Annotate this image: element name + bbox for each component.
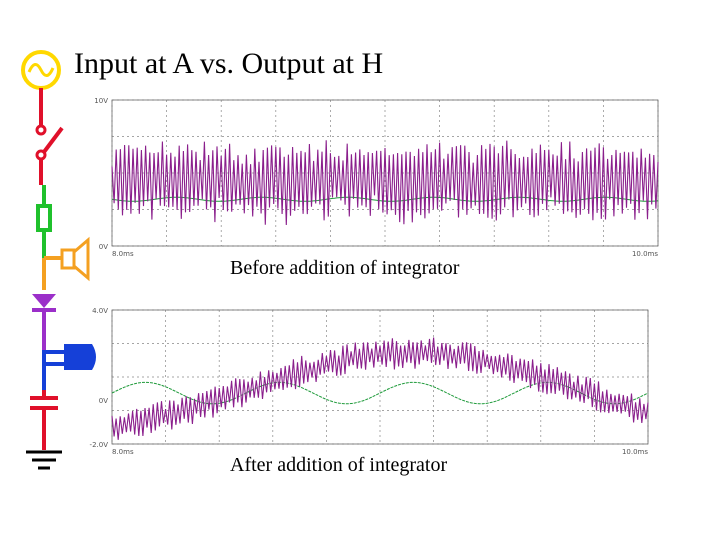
y-axis-label: 4.0V bbox=[92, 307, 108, 315]
trace-purple bbox=[111, 337, 649, 440]
speaker-body bbox=[60, 248, 76, 270]
y-axis-label: 0V bbox=[99, 243, 108, 251]
caption: After addition of integrator bbox=[230, 454, 447, 476]
diode bbox=[32, 294, 56, 308]
y-axis-label: 0V bbox=[99, 397, 108, 405]
switch-contact bbox=[35, 124, 47, 136]
caption: Before addition of integrator bbox=[230, 257, 460, 279]
y-axis-label: -2.0V bbox=[90, 441, 109, 449]
x-axis-label: 8.0ms bbox=[112, 250, 134, 258]
x-axis-label: 10.0ms bbox=[622, 448, 648, 456]
switch-arm bbox=[42, 126, 64, 154]
resistor bbox=[36, 204, 52, 232]
trace-purple bbox=[111, 140, 659, 226]
switch-contact bbox=[35, 149, 47, 161]
x-axis-label: 10.0ms bbox=[632, 250, 658, 258]
x-axis-label: 8.0ms bbox=[112, 448, 134, 456]
y-axis-label: 10V bbox=[94, 97, 108, 105]
ac-wave bbox=[27, 63, 55, 77]
circuit-symbols bbox=[21, 50, 96, 470]
speaker-cone bbox=[72, 236, 90, 282]
integrator-block bbox=[64, 344, 96, 370]
slide-title: Input at A vs. Output at H bbox=[74, 47, 383, 80]
plot-frame bbox=[111, 309, 649, 445]
